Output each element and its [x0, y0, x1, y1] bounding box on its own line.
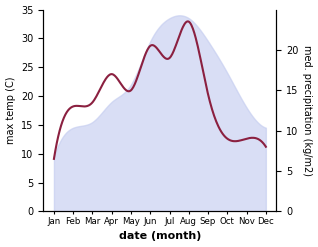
X-axis label: date (month): date (month) — [119, 231, 201, 242]
Y-axis label: max temp (C): max temp (C) — [5, 77, 16, 144]
Y-axis label: med. precipitation (kg/m2): med. precipitation (kg/m2) — [302, 45, 313, 176]
